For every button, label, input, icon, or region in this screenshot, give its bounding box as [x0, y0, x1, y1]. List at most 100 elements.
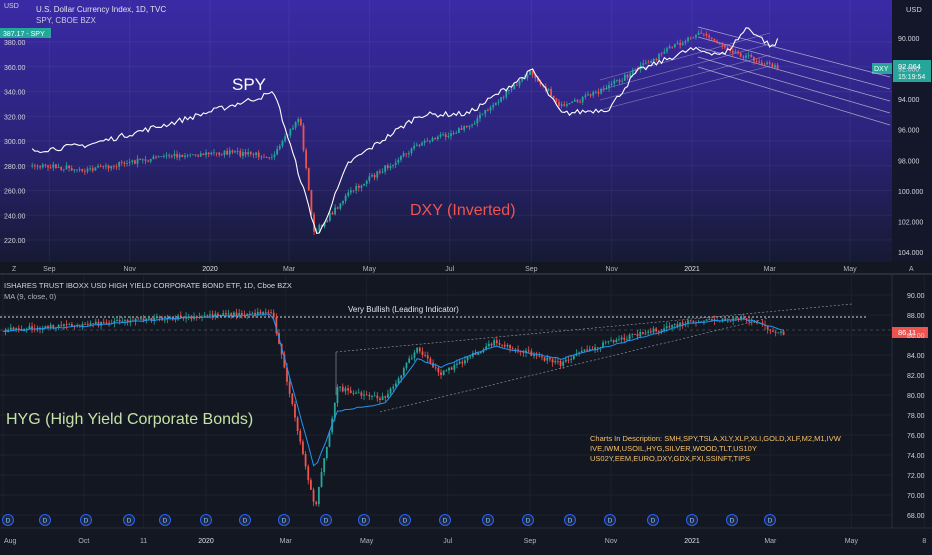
top-chart-subtitle: SPY, CBOE BZX	[36, 16, 97, 25]
dxy-candle-body	[226, 150, 229, 155]
hyg-candle-body	[256, 311, 259, 316]
dxy-candle-body	[629, 73, 632, 78]
dxy-candle-body	[529, 70, 531, 75]
top-x-tick-label: Sep	[43, 266, 56, 273]
hyg-candle-body	[636, 334, 639, 337]
hyg-candle-body	[360, 392, 363, 396]
dividend-marker[interactable]: D	[604, 514, 616, 526]
ma-indicator-label[interactable]: MA (9, close, 0)	[4, 292, 57, 301]
dividend-marker[interactable]: D	[278, 514, 290, 526]
dxy-candle-body	[563, 104, 566, 106]
dividend-marker[interactable]: D	[564, 514, 576, 526]
dividend-marker[interactable]: D	[358, 514, 370, 526]
hyg-candle-body	[94, 321, 97, 324]
dividend-marker[interactable]: D	[159, 514, 171, 526]
dxy-candle-body	[41, 164, 44, 168]
dividend-marker[interactable]: D	[726, 514, 738, 526]
dividend-marker[interactable]: D	[80, 514, 92, 526]
top-pane-background	[0, 0, 892, 262]
dxy-candle-body	[721, 44, 724, 46]
dividend-marker-label: D	[163, 518, 168, 525]
dividend-marker[interactable]: D	[482, 514, 494, 526]
dxy-y-tick-label: 98.000	[898, 158, 920, 165]
hyg-candle-body	[745, 318, 748, 320]
hyg-candle-body	[711, 318, 713, 320]
dxy-candle-body	[91, 168, 94, 171]
dividend-marker[interactable]: D	[686, 514, 698, 526]
dividend-marker[interactable]: D	[399, 514, 411, 526]
hyg-candle-body	[655, 328, 658, 332]
hyg-candle-body	[124, 320, 126, 322]
dxy-candle-body	[134, 160, 136, 164]
dxy-price-tag[interactable]: DXY 92.064 15:19:54	[872, 60, 931, 82]
hyg-candle-body	[634, 334, 636, 335]
dxy-candle-body	[81, 169, 84, 172]
hyg-candle-body	[108, 322, 110, 324]
dxy-candle-body	[537, 77, 539, 82]
dxy-candle-body	[550, 88, 552, 96]
hyg-candle-body	[365, 394, 368, 396]
hyg-candle-body	[766, 325, 769, 330]
dividend-marker-circle	[239, 514, 251, 526]
dividend-marker[interactable]: D	[239, 514, 251, 526]
dxy-candle-body	[136, 158, 139, 164]
drawing-tools[interactable]	[0, 26, 892, 413]
dxy-candle-body	[689, 37, 692, 39]
dxy-candle-body	[360, 185, 363, 188]
hyg-candle-body	[225, 313, 227, 315]
hyg-candle-body	[495, 340, 498, 344]
dxy-candle-body	[70, 168, 73, 171]
hyg-candle-body	[604, 342, 607, 344]
dividend-marker-circle	[399, 514, 411, 526]
hyg-candle-body	[31, 326, 33, 329]
hyg-y-tick-label: 90.00	[907, 293, 925, 300]
dividend-marker[interactable]: D	[123, 514, 135, 526]
annotation-spy: SPY	[232, 75, 266, 94]
dxy-candle-body	[421, 142, 423, 146]
dividend-marker[interactable]: D	[320, 514, 332, 526]
dxy-candle-body	[263, 156, 265, 158]
dxy-candle-body	[242, 152, 244, 157]
dxy-candle-body	[318, 224, 321, 231]
dxy-candle-body	[33, 165, 36, 167]
hyg-candle-body	[232, 312, 235, 317]
dxy-candle-body	[718, 43, 721, 45]
dxy-candle-body	[739, 53, 742, 57]
dividend-marker[interactable]: D	[764, 514, 776, 526]
hyg-candle-body	[389, 388, 392, 394]
dxy-candle-body	[202, 153, 205, 156]
hyg-price-tag[interactable]: 86.11	[892, 327, 928, 338]
dxy-candle-body	[36, 166, 39, 168]
hyg-candle-body	[538, 355, 541, 357]
hyg-candle-body	[618, 339, 620, 341]
dividend-marker[interactable]: D	[439, 514, 451, 526]
dxy-candle-body	[652, 58, 655, 61]
dxy-candle-body	[415, 144, 418, 146]
hyg-y-tick-label: 74.00	[907, 453, 925, 460]
dividend-marker[interactable]: D	[522, 514, 534, 526]
dxy-candle-body	[52, 164, 55, 168]
dxy-name-box	[872, 63, 892, 74]
dxy-candle-body	[31, 165, 34, 167]
dividend-marker[interactable]: D	[647, 514, 659, 526]
hyg-candle-body	[70, 324, 73, 327]
dxy-candle-body	[473, 123, 476, 125]
hyg-candle-body	[9, 327, 12, 330]
dividend-marker-label: D	[6, 518, 11, 525]
dividend-marker[interactable]: D	[200, 514, 212, 526]
hyg-candle-body	[610, 340, 612, 342]
hyg-candle-body	[482, 349, 485, 353]
hyg-candle-body	[339, 386, 342, 388]
hyg-candle-body	[602, 342, 604, 348]
dividend-marker[interactable]: D	[2, 514, 14, 526]
spy-price-tag[interactable]: 387.17 - SPY	[0, 28, 51, 38]
hyg-candle-body	[209, 314, 211, 316]
top-time-axis[interactable]	[0, 262, 932, 274]
description-line-1: Charts In Description: SMH,SPY,TSLA,XLY,…	[590, 434, 842, 443]
dividend-marker-label: D	[243, 518, 248, 525]
dxy-candle-body	[118, 161, 121, 167]
dividend-marker[interactable]: D	[39, 514, 51, 526]
hyg-candle-body	[402, 368, 405, 376]
hyg-candle-body	[100, 321, 102, 326]
